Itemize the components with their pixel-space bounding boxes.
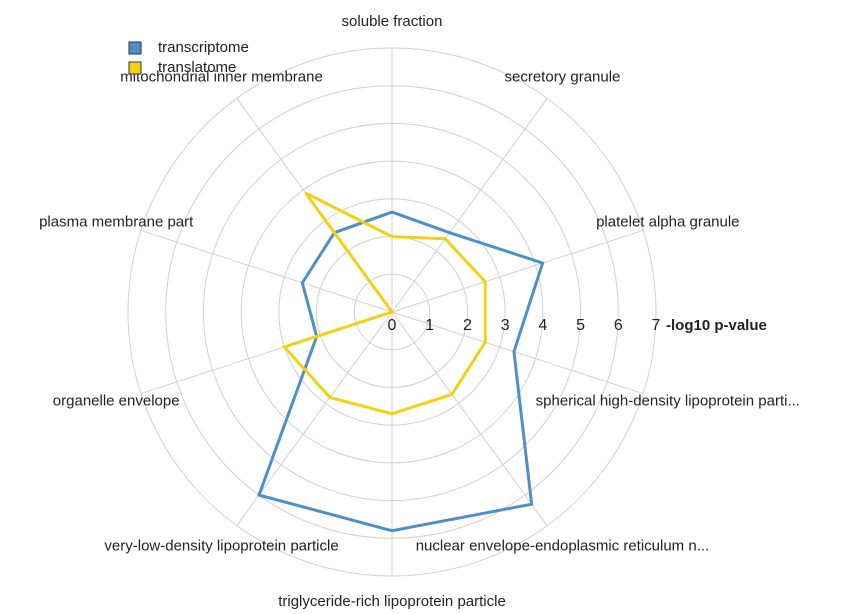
spoke [140,229,393,313]
r-tick-label: 6 [614,317,623,334]
r-tick-label: 3 [501,317,510,334]
r-tick-label: 4 [538,317,547,334]
spoke [391,229,644,313]
legend-swatch [128,61,142,75]
spoke [391,98,548,313]
category-label: triglyceride-rich lipoprotein particle [278,593,506,610]
category-label: plasma membrane part [39,213,194,230]
legend-label: translatome [158,59,236,76]
series-line [257,210,545,533]
legend-swatch [128,41,142,55]
r-tick-label: 2 [463,317,472,334]
category-label: spherical high-density lipoprotein parti… [536,393,800,410]
category-label: nuclear envelope-endoplasmic reticulum n… [416,538,710,555]
category-label: soluble fraction [342,13,443,30]
category-label: mitochondrial inner membrane [120,68,323,85]
spoke [236,311,393,526]
category-label: organelle envelope [53,393,180,410]
category-label: platelet alpha granule [596,213,739,230]
legend-label: transcriptome [158,39,249,56]
category-label: very-low-density lipoprotein particle [104,538,338,555]
category-label: secretory granule [505,68,621,85]
spoke [391,311,644,395]
r-axis-title: -log10 p-value [666,317,767,334]
series-line [281,191,487,416]
spoke [391,311,548,526]
r-tick-label: 5 [576,317,585,334]
r-tick-label: 1 [425,317,434,334]
r-tick-label: 7 [652,317,661,334]
r-tick-label: 0 [388,317,397,334]
